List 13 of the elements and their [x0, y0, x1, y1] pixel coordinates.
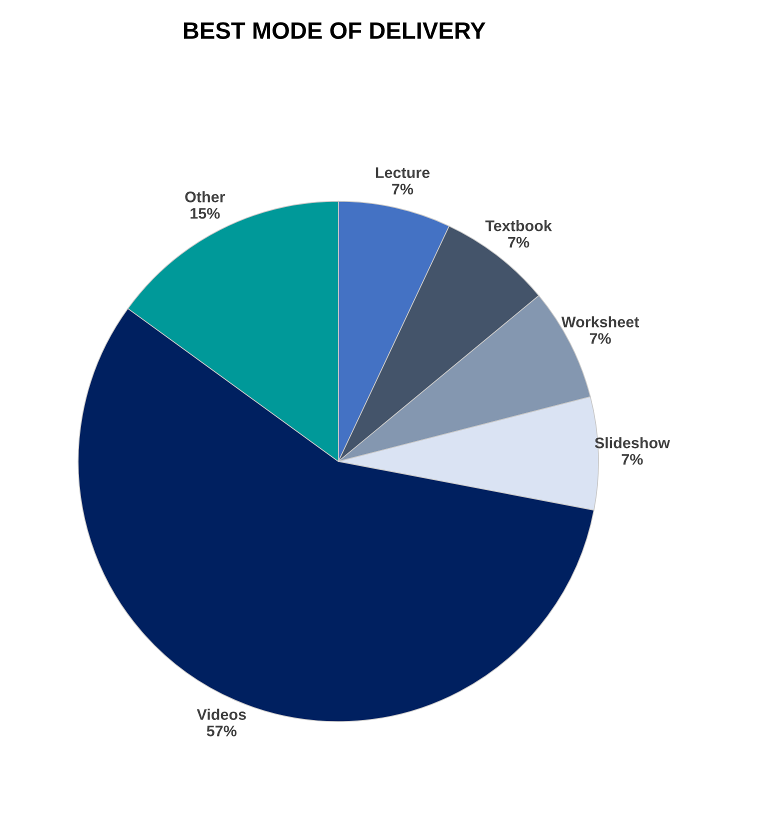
slice-label: Lecture: [376, 167, 430, 178]
slice-label: Slideshow: [594, 437, 670, 448]
data-label: 15%: [190, 208, 220, 219]
data-label: 7%: [508, 236, 530, 248]
slice-label: Videos: [196, 708, 246, 720]
data-label: 7%: [392, 184, 414, 194]
data-label: 57%: [206, 726, 237, 736]
chart-title: BEST MODE OF DELIVERY: [184, 22, 486, 39]
slice-label: Worksheet: [561, 316, 640, 328]
data-label: 7%: [590, 333, 611, 344]
slice-label: Textbook: [485, 220, 552, 232]
slice-label: Other: [185, 191, 226, 202]
data-label: 7%: [622, 454, 643, 465]
